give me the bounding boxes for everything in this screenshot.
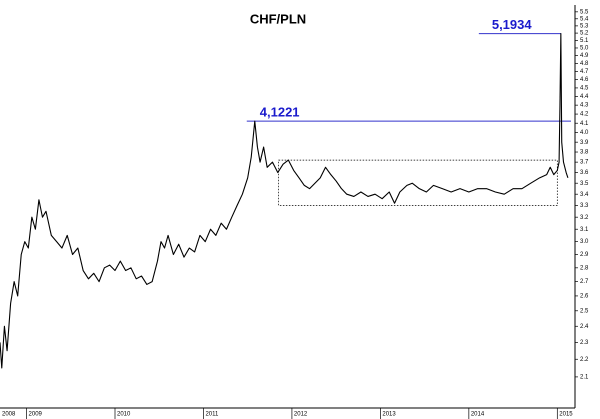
- y-tick-label: 4.2: [580, 112, 589, 118]
- y-tick-label: 3.2: [580, 215, 589, 221]
- y-tick-label: 5.2: [580, 31, 589, 37]
- x-tick-label: 2012: [294, 412, 308, 418]
- y-tick-label: 2.2: [580, 357, 589, 363]
- y-tick-label: 4.5: [580, 85, 589, 91]
- y-tick-label: 3.6: [580, 170, 589, 176]
- y-tick-label: 4.0: [580, 130, 589, 136]
- y-tick-label: 4.3: [580, 103, 589, 109]
- x-tick-label: 2008: [2, 412, 16, 418]
- y-tick-label: 3.9: [580, 140, 589, 146]
- x-tick-label: 2013: [382, 412, 396, 418]
- y-tick-label: 5.3: [580, 23, 589, 29]
- x-tick-label: 2010: [117, 412, 131, 418]
- y-tick-label: 5.5: [580, 9, 589, 15]
- y-tick-label: 2.8: [580, 265, 589, 271]
- annotation-label: 5,1934: [492, 17, 533, 32]
- x-tick-label: 2015: [559, 412, 573, 418]
- y-tick-label: 2.3: [580, 340, 589, 346]
- y-tick-label: 4.7: [580, 69, 589, 75]
- y-tick-label: 3.4: [580, 192, 589, 198]
- y-tick-label: 3.3: [580, 203, 589, 209]
- y-tick-label: 3.0: [580, 239, 589, 245]
- y-tick-label: 5.0: [580, 46, 589, 52]
- y-tick-label: 2.4: [580, 324, 589, 330]
- y-tick-label: 4.8: [580, 61, 589, 67]
- y-tick-label: 2.7: [580, 279, 589, 285]
- chart-title: CHF/PLN: [250, 11, 306, 26]
- x-tick-label: 2009: [29, 412, 43, 418]
- y-tick-label: 4.1: [580, 121, 589, 127]
- y-tick-label: 2.5: [580, 308, 589, 314]
- range-box: [278, 159, 558, 206]
- y-tick-label: 4.4: [580, 94, 589, 100]
- y-tick-label: 2.9: [580, 252, 589, 258]
- y-tick-label: 5.4: [580, 16, 589, 22]
- y-tick-label: 2.6: [580, 293, 589, 299]
- annotation-label: 4,1221: [260, 105, 300, 120]
- y-tick-label: 3.1: [580, 227, 589, 233]
- y-tick-label: 3.7: [580, 160, 589, 166]
- x-tick-label: 2014: [471, 412, 485, 418]
- y-tick-label: 4.6: [580, 77, 589, 83]
- y-tick-label: 5.1: [580, 38, 589, 44]
- x-tick-label: 2011: [205, 412, 219, 418]
- y-tick-label: 4.9: [580, 53, 589, 59]
- y-tick-label: 3.5: [580, 181, 589, 187]
- y-tick-label: 2.1: [580, 374, 589, 380]
- price-line: [0, 33, 569, 369]
- y-tick-label: 3.8: [580, 150, 589, 156]
